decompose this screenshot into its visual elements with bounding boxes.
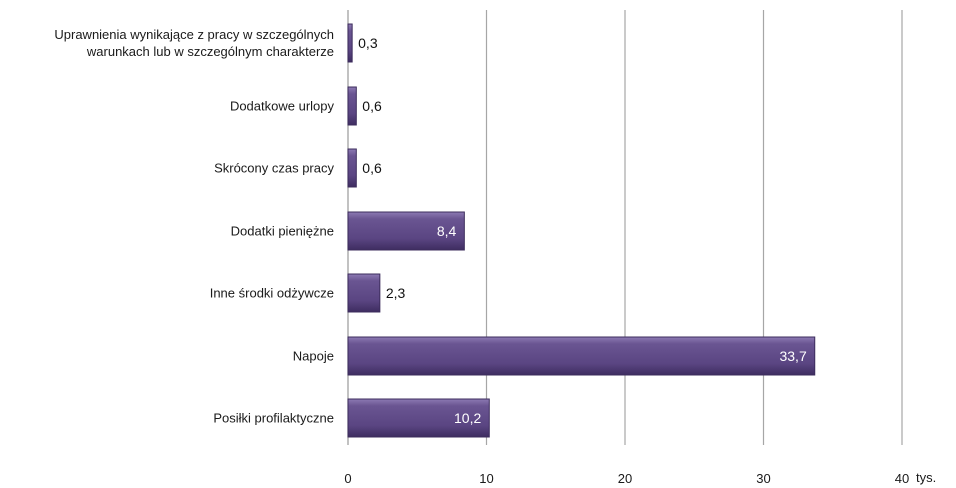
value-label-1: 0,3 [358,35,378,51]
x-tick-label-10: 10 [479,471,493,486]
category-label-4: Dodatki pieniężne [231,224,334,239]
category-label-line: Posiłki profilaktyczne [213,411,334,426]
category-label-6: Napoje [293,349,334,364]
bar-1 [347,23,353,63]
category-label-line: Uprawnienia wynikające z pracy w szczegó… [54,27,334,42]
category-labels: Uprawnienia wynikające z pracy w szczegó… [54,27,334,426]
value-label-5: 2,3 [386,285,406,301]
x-tick-label-40: 40 [895,471,909,486]
category-label-3: Skrócony czas pracy [214,161,334,176]
x-tick-label-20: 20 [618,471,632,486]
value-label-2: 0,6 [362,98,382,114]
value-labels: 0,3 0,6 0,6 8,4 2,3 33,7 10,2 [358,35,807,426]
bars [347,23,816,438]
x-tick-label-0: 0 [344,471,351,486]
category-label-line: Dodatkowe urlopy [230,99,335,114]
category-label-line: Inne środki odżywcze [210,286,334,301]
category-label-1: Uprawnienia wynikające z pracy w szczegó… [54,27,334,59]
category-label-2: Dodatkowe urlopy [230,99,335,114]
category-label-5: Inne środki odżywcze [210,286,334,301]
bar-6 [347,336,816,376]
value-label-3: 0,6 [362,160,382,176]
x-tick-label-30: 30 [756,471,770,486]
bar-2 [347,86,357,126]
x-axis-ticks: 0 10 20 30 40 [344,471,909,486]
category-label-line: Dodatki pieniężne [231,224,334,239]
value-label-4: 8,4 [437,223,457,239]
bar-4 [347,211,465,251]
category-label-line: warunkach lub w szczególnym charakterze [86,44,334,59]
category-label-7: Posiłki profilaktyczne [213,411,334,426]
category-label-line: Napoje [293,349,334,364]
x-axis-unit: tys. [916,470,936,485]
bar-5 [347,273,381,313]
bar-3 [347,148,357,188]
bar-7 [347,398,490,438]
category-label-line: Skrócony czas pracy [214,161,334,176]
value-label-6: 33,7 [779,348,806,364]
value-label-7: 10,2 [454,410,481,426]
